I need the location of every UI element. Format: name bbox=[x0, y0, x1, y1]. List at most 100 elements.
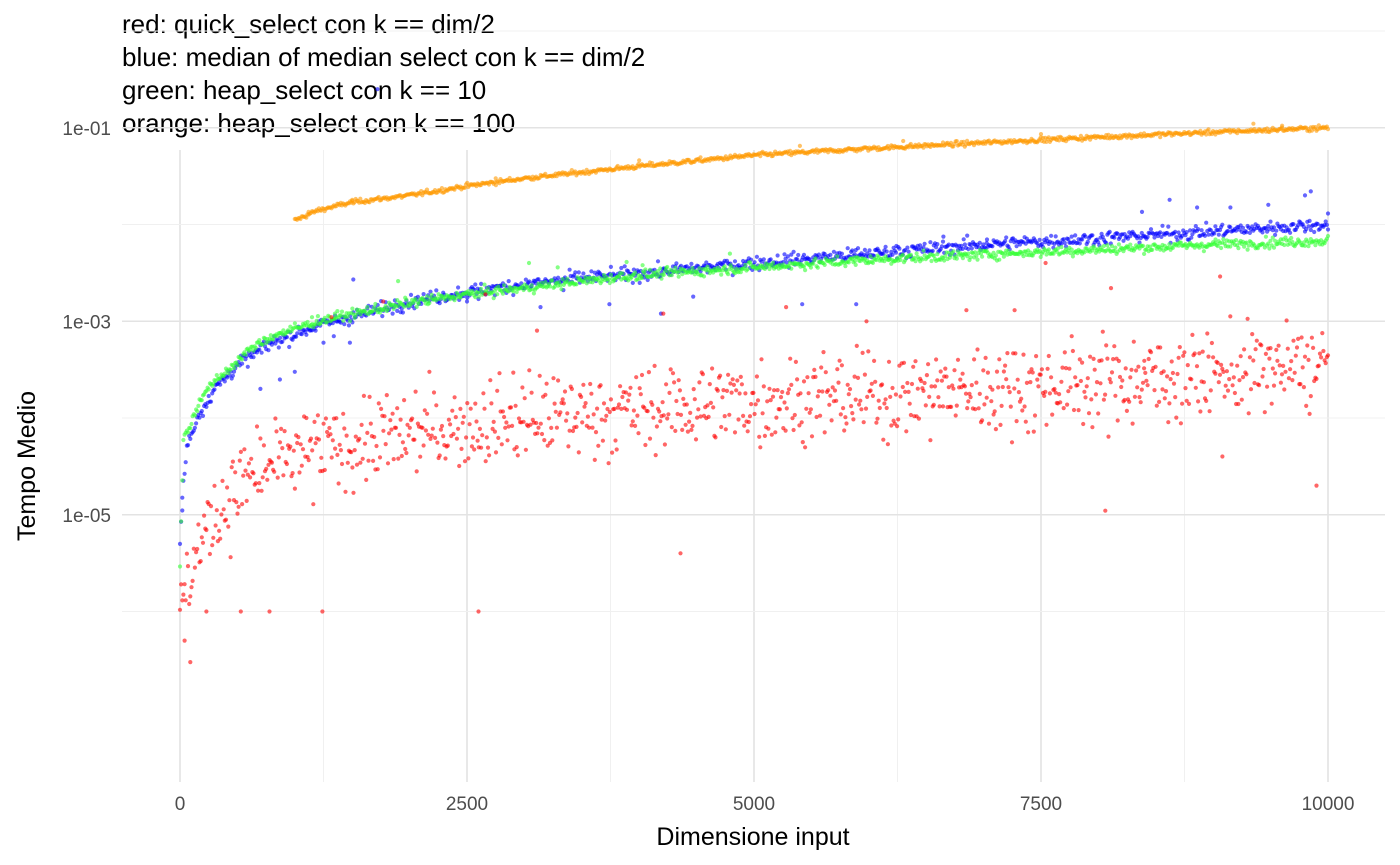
data-point bbox=[1167, 242, 1172, 247]
data-point bbox=[651, 415, 656, 420]
data-point bbox=[831, 249, 837, 254]
data-point bbox=[319, 455, 324, 460]
data-point bbox=[477, 426, 482, 431]
data-point bbox=[466, 456, 471, 461]
data-point bbox=[876, 398, 881, 403]
data-point bbox=[808, 407, 814, 412]
data-point bbox=[558, 410, 563, 415]
data-point bbox=[591, 412, 596, 417]
data-point bbox=[529, 283, 534, 288]
data-point bbox=[1069, 234, 1074, 239]
data-point bbox=[539, 280, 545, 286]
data-point bbox=[208, 399, 214, 404]
data-point bbox=[640, 263, 645, 268]
data-point bbox=[752, 411, 757, 417]
data-point bbox=[645, 409, 650, 414]
data-point bbox=[1173, 229, 1178, 234]
data-point bbox=[1015, 377, 1020, 382]
data-point bbox=[985, 370, 991, 375]
data-point bbox=[992, 409, 997, 414]
data-point bbox=[1001, 254, 1007, 259]
data-point bbox=[191, 546, 196, 551]
data-point bbox=[1192, 351, 1197, 356]
data-point bbox=[1289, 359, 1294, 364]
data-point bbox=[637, 386, 642, 391]
data-point bbox=[676, 378, 681, 383]
data-point bbox=[200, 413, 206, 418]
data-point bbox=[697, 266, 702, 271]
data-point bbox=[245, 364, 250, 369]
data-point bbox=[407, 425, 412, 430]
data-point bbox=[946, 385, 951, 390]
data-point bbox=[1234, 238, 1239, 243]
data-point bbox=[467, 422, 472, 427]
data-point bbox=[659, 276, 664, 281]
data-point bbox=[292, 486, 297, 491]
data-point bbox=[395, 406, 400, 411]
data-point bbox=[354, 462, 360, 467]
data-point bbox=[1246, 243, 1251, 248]
data-point bbox=[396, 303, 401, 308]
data-point bbox=[1070, 348, 1075, 354]
data-point bbox=[1213, 237, 1218, 242]
data-point bbox=[1299, 335, 1304, 340]
data-point bbox=[1278, 380, 1283, 385]
data-point bbox=[639, 372, 645, 378]
data-point bbox=[811, 261, 816, 266]
data-point bbox=[741, 413, 746, 418]
data-point bbox=[797, 423, 802, 428]
data-point bbox=[1235, 363, 1240, 368]
data-point bbox=[1289, 235, 1294, 241]
data-point bbox=[581, 271, 586, 276]
data-point bbox=[883, 397, 888, 402]
data-point bbox=[1266, 223, 1271, 229]
data-point bbox=[867, 248, 872, 253]
data-point bbox=[684, 264, 689, 269]
data-point bbox=[893, 250, 899, 255]
data-point bbox=[542, 438, 547, 443]
data-point bbox=[1066, 389, 1071, 394]
data-point bbox=[934, 357, 939, 362]
data-point bbox=[1093, 392, 1098, 397]
data-point bbox=[807, 257, 812, 262]
data-point bbox=[789, 266, 794, 271]
data-point bbox=[1193, 224, 1198, 229]
data-point bbox=[365, 305, 370, 310]
data-point bbox=[973, 250, 978, 255]
data-point bbox=[1232, 390, 1237, 396]
data-point bbox=[1001, 369, 1007, 374]
data-point bbox=[1186, 401, 1192, 406]
data-point bbox=[1076, 408, 1081, 413]
data-point bbox=[550, 278, 555, 283]
data-point bbox=[188, 660, 193, 665]
data-point bbox=[921, 388, 926, 393]
data-point bbox=[1319, 355, 1324, 360]
data-point bbox=[1301, 240, 1306, 245]
data-point bbox=[311, 502, 316, 507]
data-point bbox=[1270, 366, 1275, 371]
data-point bbox=[672, 380, 677, 385]
data-point bbox=[693, 437, 699, 442]
data-point bbox=[1176, 230, 1181, 235]
data-point bbox=[281, 328, 286, 333]
data-point bbox=[1205, 331, 1210, 336]
data-point bbox=[953, 413, 958, 418]
data-point bbox=[844, 421, 849, 426]
data-point bbox=[708, 400, 714, 405]
data-point bbox=[246, 461, 251, 466]
data-point bbox=[603, 418, 608, 423]
data-point bbox=[1113, 245, 1118, 250]
data-point bbox=[479, 445, 484, 450]
data-point bbox=[816, 389, 822, 394]
data-point bbox=[433, 435, 438, 440]
data-point bbox=[534, 328, 540, 333]
data-point bbox=[608, 264, 614, 269]
data-point bbox=[1212, 231, 1217, 236]
data-point bbox=[972, 357, 977, 362]
data-point bbox=[464, 299, 470, 304]
data-point bbox=[231, 365, 237, 371]
data-point bbox=[758, 445, 763, 450]
data-point bbox=[243, 468, 248, 473]
data-point bbox=[753, 402, 758, 407]
